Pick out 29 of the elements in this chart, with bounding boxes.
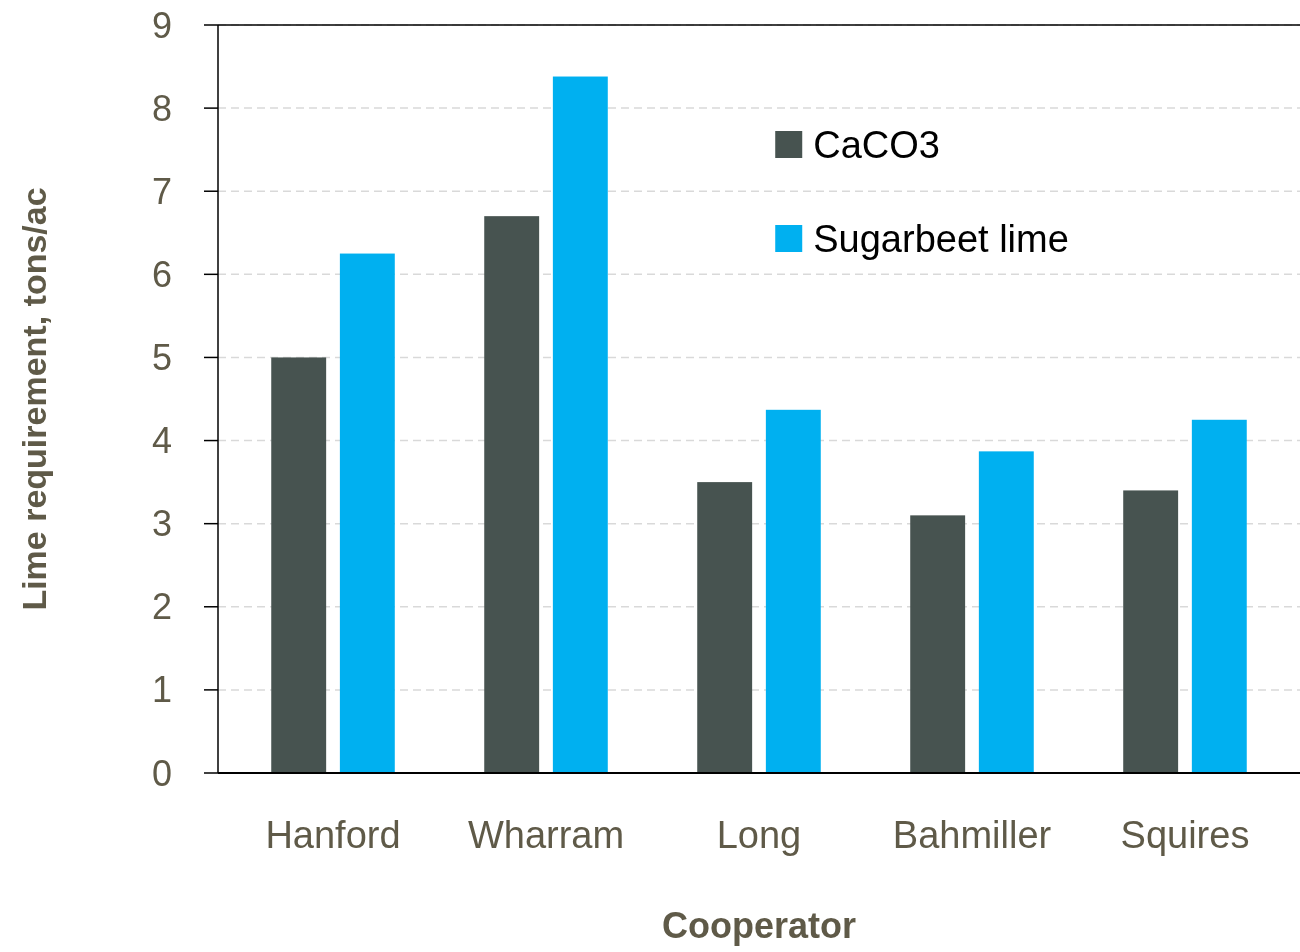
bar: [765, 409, 821, 773]
x-tick-label: Bahmiller: [892, 814, 1052, 856]
bar: [552, 76, 608, 773]
legend-label: CaCO3: [813, 124, 940, 167]
y-tick-label: 7: [151, 170, 172, 212]
y-tick-label: 9: [151, 4, 172, 46]
x-tick-label: Hanford: [265, 814, 401, 856]
y-tick-label: 6: [151, 253, 172, 295]
legend-label: Sugarbeet lime: [813, 218, 1069, 261]
y-tick-label: 0: [151, 752, 172, 794]
bar: [339, 253, 395, 773]
y-tick-label: 3: [151, 503, 172, 545]
y-tick-label: 1: [151, 669, 172, 711]
y-tick-label: 5: [151, 337, 172, 379]
x-tick-label: Squires: [1120, 814, 1250, 856]
y-tick-label: 4: [151, 420, 172, 462]
bar: [978, 451, 1034, 773]
bar: [910, 515, 966, 773]
bar: [697, 482, 753, 773]
y-tick-label: 2: [151, 586, 172, 628]
x-tick-label: Long: [716, 814, 802, 856]
y-tick-label: 8: [151, 87, 172, 129]
y-axis-title: Lime requirement, tons/ac: [15, 187, 53, 611]
x-tick-label: Wharram: [467, 814, 625, 856]
bar: [484, 216, 540, 773]
bar: [1123, 490, 1179, 773]
x-axis-title: Cooperator: [661, 905, 857, 946]
bar: [1191, 419, 1247, 773]
bar: [271, 357, 327, 773]
